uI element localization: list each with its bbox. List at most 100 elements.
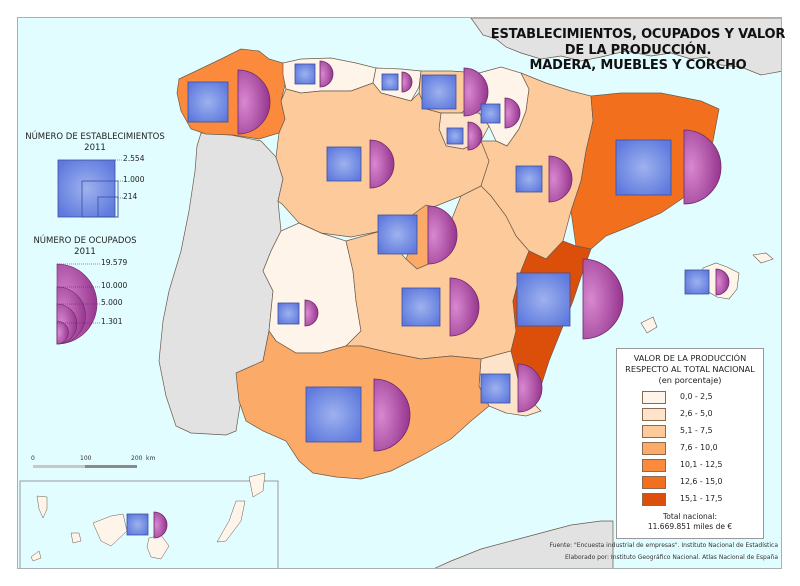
establecimientos-square bbox=[294, 63, 316, 85]
proportional-symbols bbox=[126, 60, 730, 539]
establecimientos-square bbox=[515, 165, 543, 193]
legend-class-label: 7,6 - 10,0 bbox=[680, 443, 718, 452]
establecimientos-square bbox=[126, 513, 149, 536]
total-value: 11.669.851 miles de € bbox=[647, 521, 733, 531]
establecimientos-square bbox=[480, 373, 511, 404]
island-gomera bbox=[70, 532, 82, 544]
legend-ocupados-value-4: 1.301 bbox=[101, 317, 123, 326]
legend-class-label: 0,0 - 2,5 bbox=[680, 392, 713, 401]
legend-establecimientos-title: NÚMERO DE ESTABLECIMIENTOS 2011 bbox=[20, 132, 170, 154]
map-frame bbox=[17, 17, 782, 569]
legend-ocupados-year: 2011 bbox=[74, 247, 96, 257]
island-gran-canaria bbox=[146, 534, 170, 560]
legend-ocupados-value-1: 19.579 bbox=[101, 258, 128, 267]
ocupados-semicircle bbox=[427, 205, 458, 265]
ocupados-semicircle bbox=[517, 363, 543, 413]
establecimientos-square bbox=[446, 127, 464, 145]
ocupados-semicircle bbox=[582, 258, 624, 340]
legend-ocupados-title: NÚMERO DE OCUPADOS 2011 bbox=[20, 236, 150, 258]
legend-establecimientos-symbols bbox=[57, 159, 123, 218]
island-tenerife bbox=[92, 513, 128, 547]
establecimientos-square bbox=[421, 74, 457, 110]
establecimientos-square bbox=[377, 214, 418, 255]
legend-valor-produccion: VALOR DE LA PRODUCCIÓN RESPECTO AL TOTAL… bbox=[616, 348, 764, 539]
legend-class-row: 0,0 - 2,5 bbox=[642, 391, 752, 404]
scale-tick-200: 200 bbox=[131, 455, 143, 462]
legend-class-row: 2,6 - 5,0 bbox=[642, 408, 752, 421]
title-line-1: ESTABLECIMIENTOS, OCUPADOS Y VALOR bbox=[490, 27, 786, 42]
legend-valor-title: VALOR DE LA PRODUCCIÓN RESPECTO AL TOTAL… bbox=[617, 353, 763, 386]
canarias-inset-frame bbox=[19, 480, 279, 568]
map-title: ESTABLECIMIENTOS, OCUPADOS Y VALOR DE LA… bbox=[468, 27, 800, 74]
africa-land bbox=[434, 520, 614, 568]
ocupados-semicircle bbox=[319, 60, 334, 88]
spain-map bbox=[19, 18, 781, 568]
legend-valor-heading-3: (en porcentaje) bbox=[658, 375, 722, 385]
establecimientos-square bbox=[684, 269, 710, 295]
ocupados-semicircle bbox=[548, 155, 573, 203]
legend-valor-heading-1: VALOR DE LA PRODUCCIÓN bbox=[633, 353, 747, 363]
legend-ocupados-symbols bbox=[56, 263, 101, 345]
establecimientos-square bbox=[516, 272, 571, 327]
legend-class-swatch bbox=[642, 459, 666, 472]
establecimientos-square bbox=[381, 73, 399, 91]
ocupados-semicircle bbox=[304, 299, 319, 327]
scale-tick-0: 0 bbox=[31, 455, 35, 462]
legend-ocupados-value-2: 10.000 bbox=[101, 281, 128, 290]
legend-class-row: 15,1 - 17,5 bbox=[642, 493, 752, 506]
total-label: Total nacional: bbox=[662, 512, 717, 521]
legend-valor-heading-2: RESPECTO AL TOTAL NACIONAL bbox=[625, 364, 755, 374]
legend-establecimientos-year: 2011 bbox=[84, 143, 106, 153]
ocupados-semicircle bbox=[373, 378, 411, 452]
scale-bar-segment-1 bbox=[33, 465, 85, 468]
legend-class-label: 15,1 - 17,5 bbox=[680, 494, 723, 503]
ocupados-semicircle bbox=[401, 71, 413, 93]
legend-establecimientos-heading: NÚMERO DE ESTABLECIMIENTOS bbox=[25, 132, 165, 142]
credits-source: Fuente: "Encuesta industrial de empresas… bbox=[549, 542, 778, 549]
island-la-palma bbox=[36, 495, 48, 519]
legend-class-row: 10,1 - 12,5 bbox=[642, 459, 752, 472]
legend-class-row: 12,6 - 15,0 bbox=[642, 476, 752, 489]
scale-bar-segment-2 bbox=[85, 465, 137, 468]
legend-ocupados-heading: NÚMERO DE OCUPADOS bbox=[33, 236, 137, 246]
establecimientos-square bbox=[615, 139, 672, 196]
legend-class-swatch bbox=[642, 476, 666, 489]
establecimientos-square bbox=[187, 81, 229, 123]
scale-bar: 0 100 200 km bbox=[31, 455, 156, 475]
establecimientos-square bbox=[305, 386, 362, 443]
ocupados-semicircle bbox=[369, 139, 395, 189]
island-hierro bbox=[30, 550, 42, 562]
legend-class-swatch bbox=[642, 442, 666, 455]
establecimientos-square bbox=[401, 287, 441, 327]
region-andalucia bbox=[235, 330, 490, 480]
establecimientos-square bbox=[480, 103, 501, 124]
title-line-3: MADERA, MUEBLES Y CORCHO bbox=[529, 58, 747, 73]
legend-class-swatch bbox=[642, 391, 666, 404]
legend-establecimientos-value-max: 2.554 bbox=[123, 154, 145, 163]
legend-class-swatch bbox=[642, 408, 666, 421]
establecimientos-square bbox=[326, 146, 362, 182]
island-lanzarote bbox=[248, 472, 266, 498]
legend-class-row: 7,6 - 10,0 bbox=[642, 442, 752, 455]
legend-establecimientos-value-min: 214 bbox=[123, 192, 138, 201]
ocupados-semicircle bbox=[237, 69, 271, 135]
ocupados-semicircle bbox=[153, 511, 168, 539]
island-ibiza bbox=[640, 316, 658, 334]
legend-class-row: 5,1 - 7,5 bbox=[642, 425, 752, 438]
title-line-2: DE LA PRODUCCIÓN. bbox=[564, 42, 712, 58]
legend-class-swatch bbox=[642, 425, 666, 438]
legend-establecimientos-value-mid: 1.000 bbox=[123, 175, 145, 184]
legend-class-label: 10,1 - 12,5 bbox=[680, 460, 723, 469]
credits-author: Elaborado por: Instituto Geográfico Naci… bbox=[565, 554, 778, 561]
island-fuerteventura bbox=[216, 500, 246, 543]
scale-unit: km bbox=[146, 455, 156, 462]
scale-tick-100: 100 bbox=[80, 455, 92, 462]
legend-class-label: 12,6 - 15,0 bbox=[680, 477, 723, 486]
legend-class-label: 2,6 - 5,0 bbox=[680, 409, 713, 418]
ocupados-semicircle bbox=[504, 97, 521, 129]
island-menorca bbox=[752, 252, 774, 264]
legend-class-swatch bbox=[642, 493, 666, 506]
ocupados-semicircle bbox=[683, 129, 722, 205]
ocupados-semicircle bbox=[449, 277, 480, 337]
legend-class-label: 5,1 - 7,5 bbox=[680, 426, 713, 435]
